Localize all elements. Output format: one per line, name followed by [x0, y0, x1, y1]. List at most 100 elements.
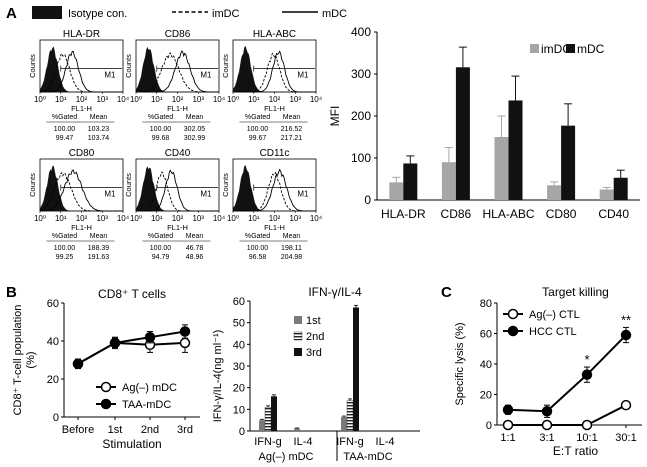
stats-row2-gated: 99.68: [152, 135, 170, 142]
stats-row1-mean: 302.05: [184, 126, 206, 133]
mfi-bar-mDC: [613, 177, 628, 200]
stats-mean-header: Mean: [90, 114, 108, 121]
mfi-x-tick-label: HLA-ABC: [482, 207, 534, 221]
flow-x-tick-label: 10²: [172, 214, 184, 223]
kill-y-tick-label: 0: [486, 420, 492, 432]
stats-gated-header: %Gated: [245, 233, 270, 240]
ifn-title: IFN-γ/IL-4: [308, 285, 362, 299]
kill-significance: *: [584, 352, 589, 367]
mdc-histogram: [136, 50, 219, 93]
stats-row2-mean: 217.21: [281, 135, 303, 142]
stats-gated-header: %Gated: [52, 114, 77, 121]
cd8-title: CD8⁺ T cells: [98, 287, 166, 301]
gate-label: M1: [297, 190, 309, 199]
kill-y-label: Specific lysis (%): [454, 322, 466, 405]
isotype-histogram: [232, 164, 316, 212]
gate-label: M1: [200, 71, 212, 80]
flow-x-tick-label: 10¹: [248, 214, 260, 223]
flow-plot-title: CD86: [165, 29, 191, 40]
kill-legend-marker: [507, 308, 519, 320]
stats-row1-gated: 100.00: [247, 126, 269, 133]
panel-label-b: B: [6, 284, 17, 301]
cd8-y-tick-label: 40: [47, 336, 59, 348]
isotype-histogram: [232, 45, 316, 93]
flow-plot-1: CD86 Counts M1 10⁰ 10¹ 10² 10³ 10⁴ FL1-H%Gated Me…: [124, 29, 226, 142]
flow-x-tick-label: 10⁴: [213, 95, 226, 104]
flow-x-label: FL1-H: [264, 104, 285, 113]
flow-x-tick-label: 10³: [289, 95, 301, 104]
cd8-x-label: Stimulation: [102, 437, 161, 451]
stats-row1-mean: 188.39: [88, 245, 110, 252]
stats-mean-header: Mean: [186, 114, 204, 121]
stats-row2-gated: 94.79: [152, 254, 170, 261]
flow-x-tick-label: 10⁴: [117, 214, 130, 223]
legend-imdc-label: imDC: [212, 8, 240, 20]
panel-label-c: C: [441, 284, 452, 301]
ifn-x-tick-label: IFN-g: [336, 436, 364, 448]
stats-row2-mean: 103.74: [88, 135, 110, 142]
stats-row1-mean: 198.11: [281, 245, 302, 252]
ifn-y-tick-label: 30: [233, 361, 245, 373]
mfi-y-tick-label: 200: [351, 109, 371, 123]
flow-legend: Isotype con. imDC mDC: [32, 6, 347, 20]
mfi-legend-swatch: [566, 44, 575, 53]
ifn-bar-1st: [259, 420, 265, 431]
ifn-y-tick-label: 10: [233, 404, 245, 416]
flow-plot-title: HLA-DR: [63, 29, 100, 40]
stats-row1-gated: 100.00: [247, 245, 269, 252]
flow-x-tick-label: 10⁰: [130, 95, 142, 104]
mfi-bar-imDC: [389, 182, 404, 200]
kill-legend-label: HCC CTL: [529, 326, 577, 338]
flow-plot-2: HLA-ABC Counts M1 10⁰ 10¹ 10² 10³ 10⁴ FL1-H%Gate…: [221, 29, 323, 142]
flow-x-tick-label: 10²: [172, 95, 184, 104]
gate-label: M1: [104, 71, 116, 80]
mdc-histogram: [40, 50, 123, 93]
stats-row2-mean: 204.98: [281, 254, 303, 261]
mfi-bar-mDC: [403, 163, 418, 200]
flow-plot-title: HLA-ABC: [253, 29, 296, 40]
kill-title: Target killing: [542, 285, 609, 299]
mfi-legend-label: mDC: [577, 42, 605, 56]
mfi-bar-imDC: [547, 185, 562, 200]
stats-row1-gated: 100.00: [54, 245, 76, 252]
ifn-group-label: TAA-mDC: [343, 451, 392, 463]
cd8-point-0: [179, 337, 191, 349]
kill-point-1: [541, 406, 553, 417]
flow-x-label: FL1-H: [71, 104, 92, 113]
kill-y-tick-label: 20: [480, 390, 492, 402]
kill-point-0: [581, 419, 593, 431]
kill-x-tick-label: 10:1: [576, 432, 597, 444]
cd8-legend-marker: [100, 398, 112, 410]
cd8-point-1: [109, 337, 121, 349]
ifn-bar-3rd: [271, 396, 277, 431]
flow-x-label: FL1-H: [167, 223, 188, 232]
mdc-histogram: [233, 50, 316, 93]
legend-mdc-label: mDC: [322, 8, 347, 20]
mfi-bar-mDC: [455, 67, 470, 200]
stats-mean-header: Mean: [186, 233, 204, 240]
stats-mean-header: Mean: [90, 233, 108, 240]
flow-x-tick-label: 10³: [289, 214, 301, 223]
mfi-legend-label: imDC: [541, 42, 571, 56]
flow-x-tick-label: 10³: [96, 214, 108, 223]
cd8-x-tick-label: 2nd: [141, 424, 159, 436]
cd8-x-tick-label: 1st: [108, 424, 123, 436]
flow-x-tick-label: 10⁴: [213, 214, 226, 223]
mfi-x-tick-label: CD86: [441, 207, 472, 221]
ifn-x-tick-label: IL-4: [294, 436, 313, 448]
mfi-x-tick-label: CD80: [546, 207, 577, 221]
cd8-point-1: [72, 358, 84, 370]
flow-x-tick-label: 10³: [192, 95, 204, 104]
mfi-bar-chart: 0 100 200 300 400 MFI HLA-DR CD86 HLA-ABC CD80 CD4…: [328, 25, 640, 221]
flow-y-label: Counts: [124, 173, 133, 197]
ifn-y-tick-label: 60: [233, 296, 245, 308]
kill-point-0: [502, 419, 514, 431]
kill-legend-marker: [507, 325, 519, 337]
flow-plot-4: CD40 Counts M1 10⁰ 10¹ 10² 10³ 10⁴ FL1-H%Gated Me…: [124, 148, 226, 261]
cd8-y-label-units: (%): [25, 351, 37, 368]
flow-x-tick-label: 10²: [269, 95, 281, 104]
mfi-bar-imDC: [441, 162, 456, 200]
stats-row2-gated: 99.25: [56, 254, 74, 261]
target-killing-chart: Target killing 0 20 40 60 80 1:1 3:1 10:1 30:1 E:T…: [454, 285, 642, 458]
